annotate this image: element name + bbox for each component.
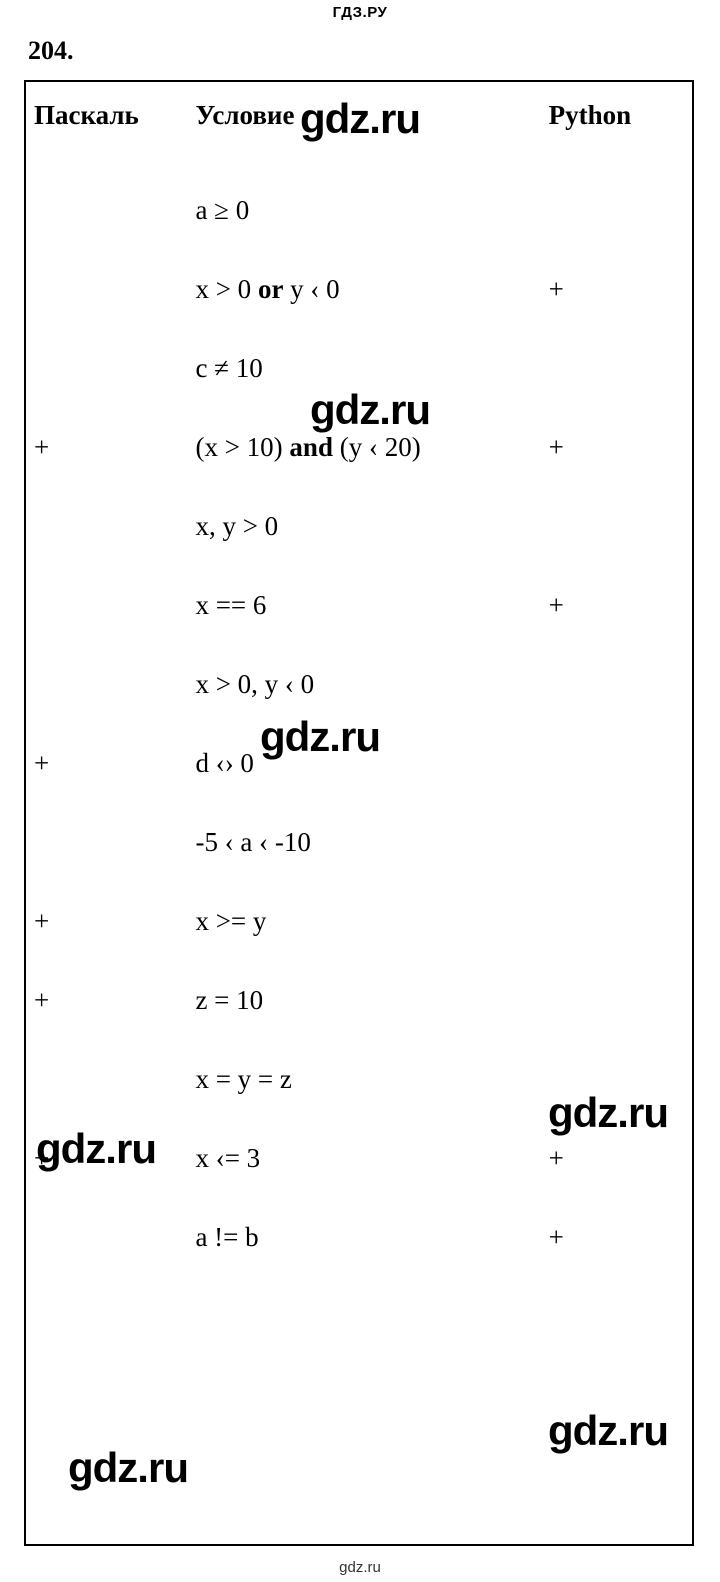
table-header-row: Паскаль Условие Python (26, 82, 692, 171)
cell-pascal: + (26, 961, 187, 1040)
cell-pascal (26, 1040, 187, 1119)
site-header-label: ГДЗ.РУ (333, 4, 388, 21)
cell-condition: x ‹= 3 (187, 1119, 540, 1198)
table-row: c ≠ 10 (26, 329, 692, 408)
table-row: a != b+ (26, 1198, 692, 1277)
cell-python (541, 961, 692, 1040)
keyword-bold: or (258, 274, 283, 304)
table-row: x = y = z (26, 1040, 692, 1119)
cell-condition: x = y = z (187, 1040, 540, 1119)
table-row: +x >= y (26, 882, 692, 961)
table-row: +x ‹= 3+ (26, 1119, 692, 1198)
cell-condition: x >= y (187, 882, 540, 961)
col-header-python: Python (541, 82, 692, 171)
cell-condition: (x > 10) and (y ‹ 20) (187, 408, 540, 487)
cell-condition: a != b (187, 1198, 540, 1277)
cell-python (541, 882, 692, 961)
solution-table-container: Паскаль Условие Python a ≥ 0x > 0 or y ‹… (24, 80, 694, 1546)
cell-pascal (26, 171, 187, 250)
keyword-bold: and (289, 432, 333, 462)
cell-pascal (26, 645, 187, 724)
cell-python (541, 171, 692, 250)
cell-condition: a ≥ 0 (187, 171, 540, 250)
cell-python: + (541, 1198, 692, 1277)
cell-condition: x, y > 0 (187, 487, 540, 566)
cell-pascal (26, 329, 187, 408)
cell-pascal: + (26, 724, 187, 803)
solution-table: Паскаль Условие Python a ≥ 0x > 0 or y ‹… (26, 82, 692, 1277)
table-row: +z = 10 (26, 961, 692, 1040)
cell-python: + (541, 408, 692, 487)
problem-number: 204. (28, 36, 74, 66)
cell-condition: z = 10 (187, 961, 540, 1040)
cell-python (541, 803, 692, 882)
cell-condition: x == 6 (187, 566, 540, 645)
table-row: +(x > 10) and (y ‹ 20)+ (26, 408, 692, 487)
table-row: x == 6+ (26, 566, 692, 645)
table-row: a ≥ 0 (26, 171, 692, 250)
table-row: x > 0 or y ‹ 0+ (26, 250, 692, 329)
table-row: x, y > 0 (26, 487, 692, 566)
cell-pascal: + (26, 408, 187, 487)
cell-python (541, 724, 692, 803)
cell-condition: c ≠ 10 (187, 329, 540, 408)
table-body: a ≥ 0x > 0 or y ‹ 0+c ≠ 10+(x > 10) and … (26, 171, 692, 1277)
cell-pascal (26, 566, 187, 645)
cell-condition: x > 0, y ‹ 0 (187, 645, 540, 724)
table-row: +d ‹› 0 (26, 724, 692, 803)
site-footer-label: gdz.ru (339, 1559, 381, 1576)
cell-python (541, 1040, 692, 1119)
cell-condition: -5 ‹ a ‹ -10 (187, 803, 540, 882)
table-row: x > 0, y ‹ 0 (26, 645, 692, 724)
col-header-condition: Условие (187, 82, 540, 171)
cell-pascal (26, 1198, 187, 1277)
col-header-pascal: Паскаль (26, 82, 187, 171)
cell-python (541, 645, 692, 724)
cell-python (541, 487, 692, 566)
cell-condition: x > 0 or y ‹ 0 (187, 250, 540, 329)
cell-pascal (26, 250, 187, 329)
cell-python (541, 329, 692, 408)
cell-pascal (26, 803, 187, 882)
cell-python: + (541, 250, 692, 329)
cell-python: + (541, 566, 692, 645)
cell-python: + (541, 1119, 692, 1198)
table-row: -5 ‹ a ‹ -10 (26, 803, 692, 882)
cell-pascal: + (26, 1119, 187, 1198)
cell-pascal: + (26, 882, 187, 961)
cell-pascal (26, 487, 187, 566)
cell-condition: d ‹› 0 (187, 724, 540, 803)
